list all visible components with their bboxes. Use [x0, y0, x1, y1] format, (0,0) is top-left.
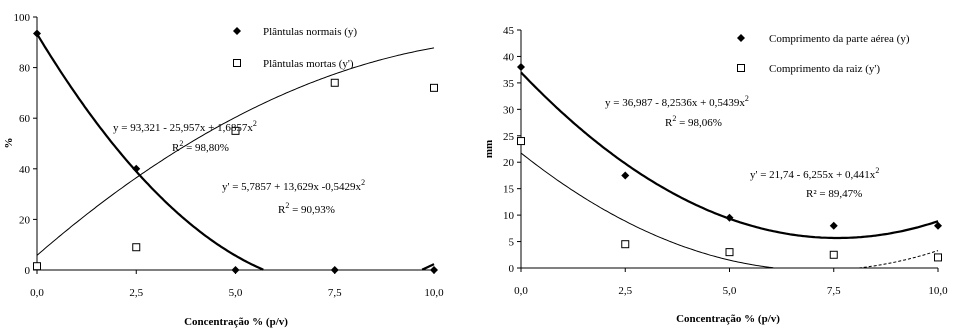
- equation-exponent: 2: [875, 166, 879, 175]
- legend-label: Comprimento da raiz (y'): [769, 63, 880, 75]
- y-tick-label: 0: [25, 265, 31, 277]
- data-point-square: [621, 240, 630, 249]
- r2-label: R: [278, 204, 286, 216]
- y-tick-label: 80: [19, 63, 31, 75]
- svg-text:R2 = 90,93%: R2 = 90,93%: [278, 201, 335, 216]
- equation-exponent: 2: [745, 94, 749, 103]
- data-point-diamond: [132, 164, 141, 173]
- fit-curve: [520, 152, 774, 269]
- data-point-diamond: [430, 266, 438, 274]
- data-point-square: [829, 250, 838, 259]
- r2-value: = 90,93%: [289, 204, 335, 216]
- equation-exponent: 2: [253, 119, 257, 128]
- data-point-diamond: [829, 221, 838, 230]
- equation-series-1: y = 93,321 - 25,957x + 1,6857x2 R2 = 98,…: [113, 119, 257, 154]
- data-point-square: [725, 248, 734, 257]
- svg-text:y = 93,321 - 25,957x + 1,6857x: y = 93,321 - 25,957x + 1,6857x2: [113, 119, 257, 134]
- x-axis-title: Concentração % (p/v): [676, 313, 780, 325]
- chart-left: 0 20 40 60 80 100 0,0 2,5 5,0 7,5 10,0 % Concentr…: [3, 12, 444, 328]
- legend-label: Comprimento da parte aérea (y): [769, 33, 910, 45]
- legend-marker-square: [233, 59, 241, 67]
- data-point-diamond: [330, 266, 339, 274]
- data-point-diamond: [517, 63, 525, 72]
- equation-text: y' = 21,74 - 6,255x + 0,441x: [750, 169, 876, 181]
- equation-text: y' = 5,7857 + 13,629x -0,5429x: [222, 181, 362, 193]
- equation-series-1: y = 36,987 - 8,2536x + 0,5439x2 R2 = 98,…: [605, 94, 749, 129]
- r2-value: R² = 89,47%: [806, 188, 862, 200]
- fit-curve: [858, 250, 939, 269]
- svg-text:y' = 21,74 - 6,255x + 0,441x2: y' = 21,74 - 6,255x + 0,441x2: [750, 166, 879, 181]
- legend: Plântulas normais (y) Plântulas mortas (…: [233, 26, 357, 70]
- data-point-square: [231, 126, 240, 135]
- x-tick-label: 10,0: [928, 285, 948, 297]
- equation-text: y = 36,987 - 8,2536x + 0,5439x: [605, 97, 745, 109]
- y-tick-label: 60: [19, 113, 31, 125]
- y-tick-label: 10: [503, 210, 515, 222]
- legend-label: Plântulas normais (y): [263, 26, 357, 38]
- y-axis-title: mm: [483, 140, 495, 158]
- y-tick-label: 20: [503, 157, 515, 169]
- y-tick-label: 40: [503, 51, 515, 63]
- data-point-diamond: [621, 171, 630, 180]
- fit-curve: [36, 33, 264, 271]
- x-tick-label: 0,0: [30, 287, 44, 299]
- data-point-square: [132, 243, 141, 252]
- y-tick-label: 45: [503, 25, 515, 37]
- data-point-square: [430, 83, 438, 92]
- legend-marker-diamond: [233, 27, 241, 35]
- data-point-square: [33, 262, 41, 271]
- y-tick-label: 100: [14, 12, 31, 24]
- equation-exponent: 2: [361, 178, 365, 187]
- svg-text:y' = 5,7857 + 13,629x -0,5429x: y' = 5,7857 + 13,629x -0,5429x2: [222, 178, 365, 193]
- equation-series-2: y' = 21,74 - 6,255x + 0,441x2 R² = 89,47…: [750, 166, 879, 200]
- equation-series-2: y' = 5,7857 + 13,629x -0,5429x2 R2 = 90,…: [222, 178, 365, 216]
- x-tick-label: 2,5: [129, 287, 143, 299]
- r2-value: = 98,06%: [676, 117, 722, 129]
- y-tick-label: 15: [503, 184, 515, 196]
- x-tick-label: 2,5: [618, 285, 632, 297]
- r2-exponent: 2: [179, 139, 183, 148]
- r2-label: R: [665, 117, 673, 129]
- y-axis-title: %: [3, 138, 15, 149]
- fit-curve: [421, 263, 435, 271]
- data-point-square: [934, 253, 942, 262]
- svg-text:R2 = 98,06%: R2 = 98,06%: [665, 114, 722, 129]
- data-point-diamond: [33, 29, 41, 38]
- svg-text:R² = 89,47%: R² = 89,47%: [806, 188, 862, 200]
- r2-exponent: 2: [285, 201, 289, 210]
- y-tick-label: 25: [503, 131, 515, 143]
- legend-marker-square: [737, 64, 745, 72]
- legend-marker-diamond: [737, 34, 745, 42]
- y-tick-label: 30: [503, 104, 515, 116]
- x-tick-label: 0,0: [514, 285, 528, 297]
- legend-label: Plântulas mortas (y'): [263, 58, 354, 70]
- x-tick-label: 7,5: [827, 285, 841, 297]
- data-point-square: [330, 78, 339, 87]
- y-tick-label: 40: [19, 164, 31, 176]
- data-point-diamond: [725, 213, 734, 222]
- x-tick-label: 5,0: [229, 287, 243, 299]
- x-axis-title: Concentração % (p/v): [184, 316, 288, 328]
- data-point-diamond: [934, 221, 942, 230]
- svg-text:y = 36,987 - 8,2536x + 0,5439x: y = 36,987 - 8,2536x + 0,5439x2: [605, 94, 749, 109]
- y-tick-label: 5: [509, 237, 515, 249]
- r2-value: = 98,80%: [183, 142, 229, 154]
- y-tick-label: 20: [19, 214, 31, 226]
- r2-exponent: 2: [672, 114, 676, 123]
- x-tick-label: 7,5: [328, 287, 342, 299]
- r2-label: R: [172, 142, 180, 154]
- y-tick-label: 35: [503, 78, 515, 90]
- x-tick-label: 10,0: [424, 287, 444, 299]
- data-point-diamond: [231, 266, 240, 274]
- x-tick-label: 5,0: [723, 285, 737, 297]
- svg-text:R2 = 98,80%: R2 = 98,80%: [172, 139, 229, 154]
- chart-right: 0 5 10 15 20 25 30 35 40 45 0,0 2,5 5,0 7,5 10,0 mm C…: [483, 25, 948, 325]
- fit-curve: [36, 47, 435, 256]
- legend: Comprimento da parte aérea (y) Comprimen…: [737, 33, 910, 75]
- equation-text: y = 93,321 - 25,957x + 1,6857x: [113, 122, 253, 134]
- y-tick-label: 0: [509, 263, 515, 275]
- data-point-square: [517, 137, 525, 146]
